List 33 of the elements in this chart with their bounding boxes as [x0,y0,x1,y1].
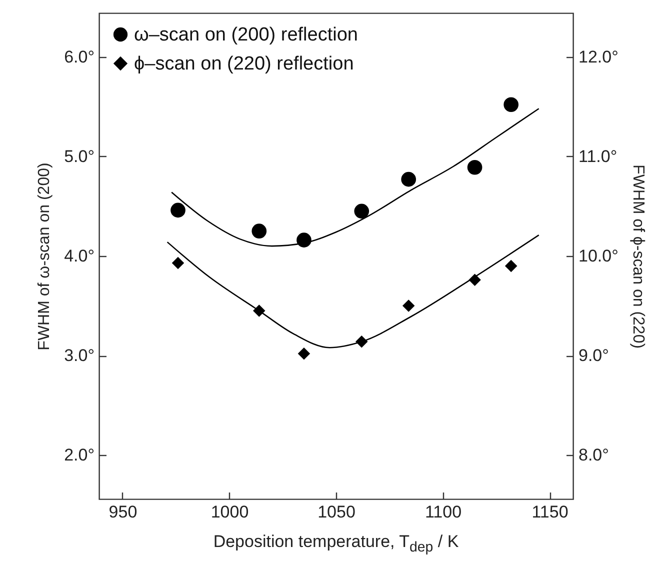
x-tick-label: 1050 [318,502,356,522]
point [354,204,370,219]
line-series [170,108,540,247]
y2-tick-label: 8.0° [578,446,609,465]
x-tick-label: 1000 [210,502,249,522]
x-axis-title: Deposition temperature, T$_{dep}$ / K [212,532,460,556]
line-series [166,234,540,348]
y-tick-label: 2.0° [64,446,94,465]
y-tick-label: 4.0° [64,246,94,266]
legend-label: ω–scan on (200) reflection [134,24,358,46]
point [402,300,415,312]
x-tick-label: 1150 [532,502,568,522]
point [296,232,312,248]
y2-axis-title: FWHM of ϕ-scan on (220) [629,164,646,349]
y-tick-label: 3.0° [64,346,94,366]
x-tick-label: 950 [108,502,138,522]
y-tick-label: 6.0° [64,47,94,66]
y2-tick-label: 11.0° [578,146,618,166]
legend-label: ϕ–scan on (220) reflection [134,54,354,74]
y2-tick-label: 10.0° [578,246,618,266]
y2-tick-label: 9.0° [578,346,609,366]
y-axis-title: FWHM of ω-scan on (200) [36,162,54,350]
point [504,260,518,272]
point [172,256,184,270]
point [252,224,267,239]
y-tick-label: 5.0° [64,146,94,166]
point [504,97,518,112]
point [467,160,482,175]
y2-tick-label: 12.0° [578,47,618,66]
point [170,202,186,218]
point [298,347,310,360]
x-tick-label: 1100 [424,502,462,522]
point [401,172,416,187]
